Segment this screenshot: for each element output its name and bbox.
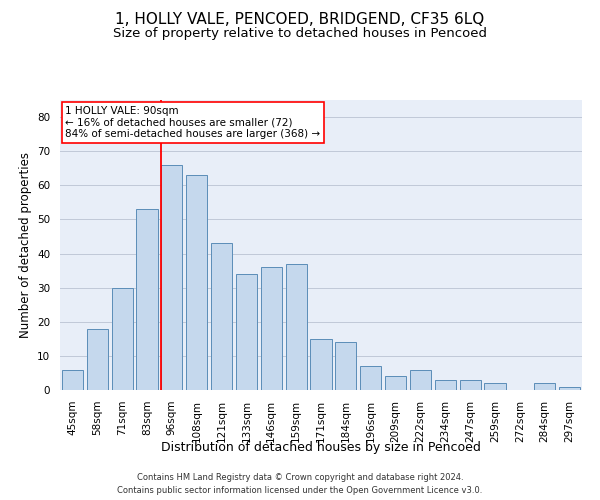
Bar: [112, 288, 133, 390]
Bar: [410, 370, 431, 390]
Bar: [484, 383, 506, 390]
Text: Contains HM Land Registry data © Crown copyright and database right 2024.
Contai: Contains HM Land Registry data © Crown c…: [118, 474, 482, 495]
Bar: [286, 264, 307, 390]
Text: 1, HOLLY VALE, PENCOED, BRIDGEND, CF35 6LQ: 1, HOLLY VALE, PENCOED, BRIDGEND, CF35 6…: [115, 12, 485, 28]
Bar: [460, 380, 481, 390]
Bar: [385, 376, 406, 390]
Bar: [261, 267, 282, 390]
Bar: [186, 175, 207, 390]
Bar: [236, 274, 257, 390]
Bar: [62, 370, 83, 390]
Bar: [435, 380, 456, 390]
Bar: [310, 339, 332, 390]
Bar: [559, 386, 580, 390]
Text: 1 HOLLY VALE: 90sqm
← 16% of detached houses are smaller (72)
84% of semi-detach: 1 HOLLY VALE: 90sqm ← 16% of detached ho…: [65, 106, 320, 139]
Bar: [161, 165, 182, 390]
Bar: [360, 366, 381, 390]
Bar: [136, 209, 158, 390]
Bar: [211, 244, 232, 390]
Y-axis label: Number of detached properties: Number of detached properties: [19, 152, 32, 338]
Text: Size of property relative to detached houses in Pencoed: Size of property relative to detached ho…: [113, 28, 487, 40]
Text: Distribution of detached houses by size in Pencoed: Distribution of detached houses by size …: [161, 441, 481, 454]
Bar: [335, 342, 356, 390]
Bar: [534, 383, 555, 390]
Bar: [87, 328, 108, 390]
